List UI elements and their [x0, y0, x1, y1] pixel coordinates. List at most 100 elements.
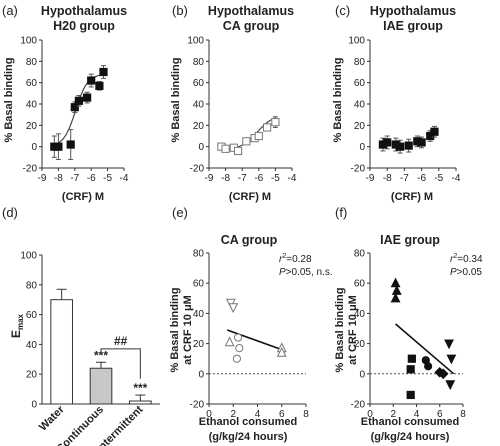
panel-0-xtick-label: -7: [70, 173, 79, 184]
panel-1-ytick-label: 100: [187, 36, 204, 47]
panel-d-bar: [89, 367, 113, 405]
panel-5-data-point: [406, 365, 415, 374]
panel-f-stat-r2: r2=0.34: [450, 253, 483, 265]
panel-1-ytick-label: 80: [193, 57, 205, 68]
panel-d-bar: [50, 299, 73, 405]
panel-4-xtick-label: 8: [303, 409, 309, 420]
panel-1-xtick-label: -6: [254, 173, 263, 184]
panel-0-data-point: [74, 96, 84, 105]
panel-5-xtick-label: 4: [414, 409, 420, 420]
panel-d-category-label: Water: [37, 403, 67, 433]
panel-2-ytick-label: 20: [354, 121, 366, 132]
panel-0-xtick-label: -4: [120, 173, 129, 184]
panel-4-xtick-label: 0: [206, 409, 212, 420]
panel-a-xlabel: (CRF) M: [62, 191, 104, 203]
panel-d-ytick-label: 100: [20, 251, 37, 262]
panel-1-ytick-label: 20: [193, 121, 205, 132]
panel-0-ytick-label: 40: [26, 100, 38, 111]
panel-e-xlabel: Ethanol consumed: [199, 416, 297, 428]
panel-5-regression-line: [395, 323, 455, 375]
panel-0-ytick-label: 100: [20, 36, 37, 47]
panel-e-ylabel: % Basal binding: [169, 288, 181, 373]
panel-0-data-point: [54, 142, 63, 151]
panel-e-title: CA group: [221, 233, 278, 247]
panel-5-xtick-label: 8: [460, 409, 466, 420]
panel-2-ytick-label: 60: [354, 78, 366, 89]
panel-5-ytick-label: 80: [354, 249, 366, 260]
panel-0-xtick-label: -8: [54, 173, 63, 184]
panel-2-xtick-label: -4: [452, 173, 461, 184]
panel-d-ylabel: Emax: [9, 313, 25, 338]
panel-f-xlabel2: (g/kg/24 hours): [371, 431, 450, 443]
panel-5-ytick-label: -20: [351, 400, 366, 411]
panel-2-data-point: [417, 138, 426, 147]
panel-f-ylabel2: at CRF 10 μM: [347, 295, 359, 365]
panel-4-ytick-label: -20: [190, 400, 205, 411]
panel-1-data-point: [271, 118, 280, 127]
panel-4-ytick-label: 0: [198, 369, 204, 380]
panel-0-ytick-label: 0: [31, 142, 37, 153]
panel-5-xtick-label: 0: [367, 409, 373, 420]
panel-2-xtick-label: -5: [434, 173, 443, 184]
panel-4-ytick-label: 60: [193, 279, 205, 290]
panel-2-data-point: [383, 138, 392, 147]
panel-0-ytick-label: 60: [26, 78, 38, 89]
panel-label-e: (e): [172, 205, 188, 220]
panel-2-xtick-label: -9: [366, 173, 375, 184]
panel-4-data-point: [232, 354, 241, 363]
panel-4-xtick-label: 2: [230, 409, 236, 420]
panel-4-xtick-label: 4: [255, 409, 261, 420]
panel-2-data-point: [430, 127, 439, 136]
panel-d-bracket-label: ##: [114, 334, 128, 348]
panel-2-ytick-label: 80: [354, 57, 366, 68]
panel-label-c: (c): [335, 3, 350, 18]
panel-d-bar: [129, 400, 152, 405]
panel-d-ytick-label: 80: [26, 280, 38, 291]
panel-5-xtick-label: 2: [390, 409, 396, 420]
panel-1-xtick-label: -4: [288, 173, 297, 184]
panel-2-xtick-label: -6: [417, 173, 426, 184]
panel-f-stat-r2-value: =0.34: [457, 254, 483, 265]
panel-d-significance: ***: [133, 381, 147, 395]
panel-f-stat-p: P>0.05: [450, 267, 482, 278]
panel-0-xtick-label: -6: [87, 173, 96, 184]
panel-d-ylabel-main: E: [9, 330, 23, 338]
panel-d-ytick-label: 20: [26, 370, 38, 381]
panel-0-data-point: [70, 103, 79, 112]
panel-e-ylabel2: at CRF 10 μM: [182, 295, 194, 365]
panel-0-data-point: [99, 67, 108, 77]
panel-5-ytick-label: 20: [354, 339, 366, 350]
panel-c-ylabel: % Basal binding: [332, 58, 344, 143]
panel-b-xlabel: (CRF) M: [229, 191, 271, 203]
panel-1-xtick-label: -7: [238, 173, 247, 184]
panel-2-ytick-label: 40: [354, 100, 366, 111]
panel-d-significance: ***: [94, 348, 108, 362]
panel-5-data-point: [424, 362, 433, 371]
panel-1-ytick-label: -20: [190, 164, 205, 175]
panel-d-ytick-label: 40: [26, 340, 38, 351]
panel-e-stat-r2: r2=0.28: [279, 253, 312, 265]
panel-label-f: (f): [335, 205, 347, 220]
panel-1-data-point: [242, 137, 251, 146]
panel-5-xtick-label: 6: [437, 409, 443, 420]
panel-label-a: (a): [2, 3, 18, 18]
panel-f-xlabel: Ethanol consumed: [361, 416, 459, 428]
panel-2-data-point: [426, 131, 435, 141]
panel-5-data-point: [446, 354, 457, 365]
panel-2-ytick-label: -20: [351, 164, 366, 175]
panel-1-data-point: [221, 144, 230, 153]
panel-0-ytick-label: 20: [26, 121, 38, 132]
panel-c-title: Hypothalamus: [370, 4, 456, 18]
panel-4-ytick-label: 40: [193, 309, 205, 320]
panel-5-ytick-label: 40: [354, 309, 366, 320]
panel-2-xtick-label: -7: [400, 173, 409, 184]
panel-4-xtick-label: 6: [279, 409, 285, 420]
panel-e-stat-p-value: >0.05, n.s.: [286, 267, 333, 278]
panel-f-stat-p-value: >0.05: [457, 267, 483, 278]
panel-a-ylabel: % Basal binding: [3, 58, 15, 143]
panel-label-d: (d): [2, 205, 18, 220]
panel-1-ytick-label: 0: [198, 142, 204, 153]
panel-4-data-point: [276, 346, 287, 357]
panel-2-data-point: [396, 142, 405, 151]
